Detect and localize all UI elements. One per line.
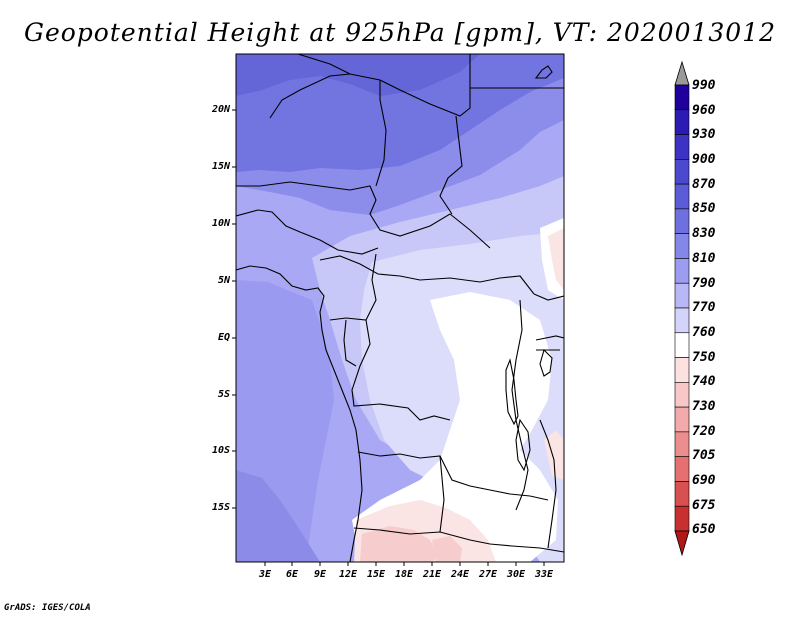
colorbar-label-990: 990 [692, 78, 716, 93]
lon-ticks [264, 562, 545, 566]
lon-label-6e: 6E [285, 569, 299, 580]
contour-760-central [352, 292, 558, 562]
colorbar-swatch-960 [674, 109, 690, 135]
colorbar-label-690: 690 [692, 473, 716, 488]
colorbar-swatch-740 [674, 382, 690, 408]
lon-label-15e: 15E [366, 569, 386, 580]
colorbar-label-870: 870 [692, 177, 716, 192]
border-central-5 [343, 319, 357, 367]
colorbar-swatch-870 [674, 183, 690, 210]
lon-label-12e: 12E [338, 569, 358, 580]
colorbar-swatch-810 [674, 258, 690, 284]
lat-label-10s: 10S [211, 445, 230, 456]
lat-label-20n: 20N [211, 104, 230, 115]
lake-outline-2 [515, 418, 531, 472]
lake-outline-1 [505, 358, 519, 426]
map-fill-layer [236, 54, 564, 562]
border-south-1 [357, 451, 549, 501]
lon-label-33e: 33E [534, 569, 554, 580]
colorbar-swatch-930 [674, 134, 690, 160]
colorbar-swatch-750 [674, 357, 690, 383]
colorbar-label-650: 650 [692, 522, 716, 537]
border-central-2 [319, 255, 535, 295]
colorbar-swatch-675 [674, 505, 690, 532]
lat-label-5s: 5S [217, 389, 230, 400]
colorbar-swatch-730 [674, 406, 690, 433]
colorbar-label-740: 740 [692, 374, 716, 389]
border-southeast [539, 419, 557, 549]
lon-label-18e: 18E [394, 569, 414, 580]
colorbar-label-730: 730 [692, 399, 716, 414]
lat-label-15s: 15S [211, 502, 230, 513]
lon-label-9e: 9E [313, 569, 327, 580]
colorbar-label-830: 830 [692, 226, 716, 241]
colorbar-label-705: 705 [692, 448, 716, 463]
border-east-2 [533, 293, 564, 301]
contour-740-south2 [432, 536, 462, 562]
lat-ticks [232, 109, 236, 509]
lat-label-5n: 5N [217, 275, 230, 286]
colorbar-label-930: 930 [692, 127, 716, 142]
lon-label-27e: 27E [478, 569, 498, 580]
borders-layer [236, 54, 564, 562]
border-sahel-1 [236, 181, 491, 249]
colorbar-label-770: 770 [692, 300, 716, 315]
island-ne [534, 65, 553, 79]
map-frame [235, 53, 565, 563]
lat-label-15n: 15N [211, 161, 230, 172]
border-east-3 [535, 335, 564, 351]
border-south-3 [439, 455, 445, 533]
colorbar-swatch-990 [674, 84, 690, 111]
colorbar-swatch-760 [674, 332, 690, 358]
colorbar [674, 60, 690, 557]
contour-850-north [236, 54, 564, 172]
colorbar-label-810: 810 [692, 251, 716, 266]
grads-credit: GrADS: IGES/COLA [4, 603, 91, 613]
lat-label-10n: 10N [211, 218, 230, 229]
border-north-1 [297, 54, 471, 117]
lat-label-eq: EQ [217, 332, 230, 343]
colorbar-swatch-830 [674, 233, 690, 259]
border-central-1 [236, 209, 379, 255]
border-north-3 [375, 80, 387, 187]
colorbar-swatch-790 [674, 282, 690, 309]
border-central-4 [351, 319, 451, 421]
colorbar-label-850: 850 [692, 201, 716, 216]
border-central-3 [329, 253, 377, 321]
colorbar-label-750: 750 [692, 350, 716, 365]
colorbar-bottom-arrow [674, 530, 690, 557]
lake-outline-3 [539, 348, 553, 377]
lon-label-21e: 21E [422, 569, 442, 580]
colorbar-swatch-900 [674, 159, 690, 185]
colorbar-label-675: 675 [692, 498, 716, 513]
colorbar-swatch-770 [674, 307, 690, 334]
lon-label-24e: 24E [450, 569, 470, 580]
contour-750-east [548, 228, 564, 290]
border-south-2 [353, 527, 564, 553]
border-sahel-2 [439, 115, 463, 215]
contour-870-north [236, 54, 480, 96]
colorbar-label-760: 760 [692, 325, 716, 340]
colorbar-label-900: 900 [692, 152, 716, 167]
contour-850-southwest [236, 470, 320, 562]
map-title: Geopotential Height at 925hPa [gpm], VT:… [23, 18, 777, 47]
colorbar-label-960: 960 [692, 103, 716, 118]
coastline-west-africa [236, 265, 363, 562]
contour-740-south [360, 526, 438, 562]
colorbar-swatch-690 [674, 481, 690, 507]
colorbar-swatch-720 [674, 431, 690, 457]
lon-label-3e: 3E [258, 569, 272, 580]
lon-label-30e: 30E [506, 569, 526, 580]
colorbar-swatch-705 [674, 456, 690, 482]
colorbar-swatch-850 [674, 208, 690, 234]
border-north-2 [269, 73, 351, 119]
colorbar-label-790: 790 [692, 276, 716, 291]
colorbar-top-arrow [674, 60, 690, 86]
colorbar-label-720: 720 [692, 424, 716, 439]
